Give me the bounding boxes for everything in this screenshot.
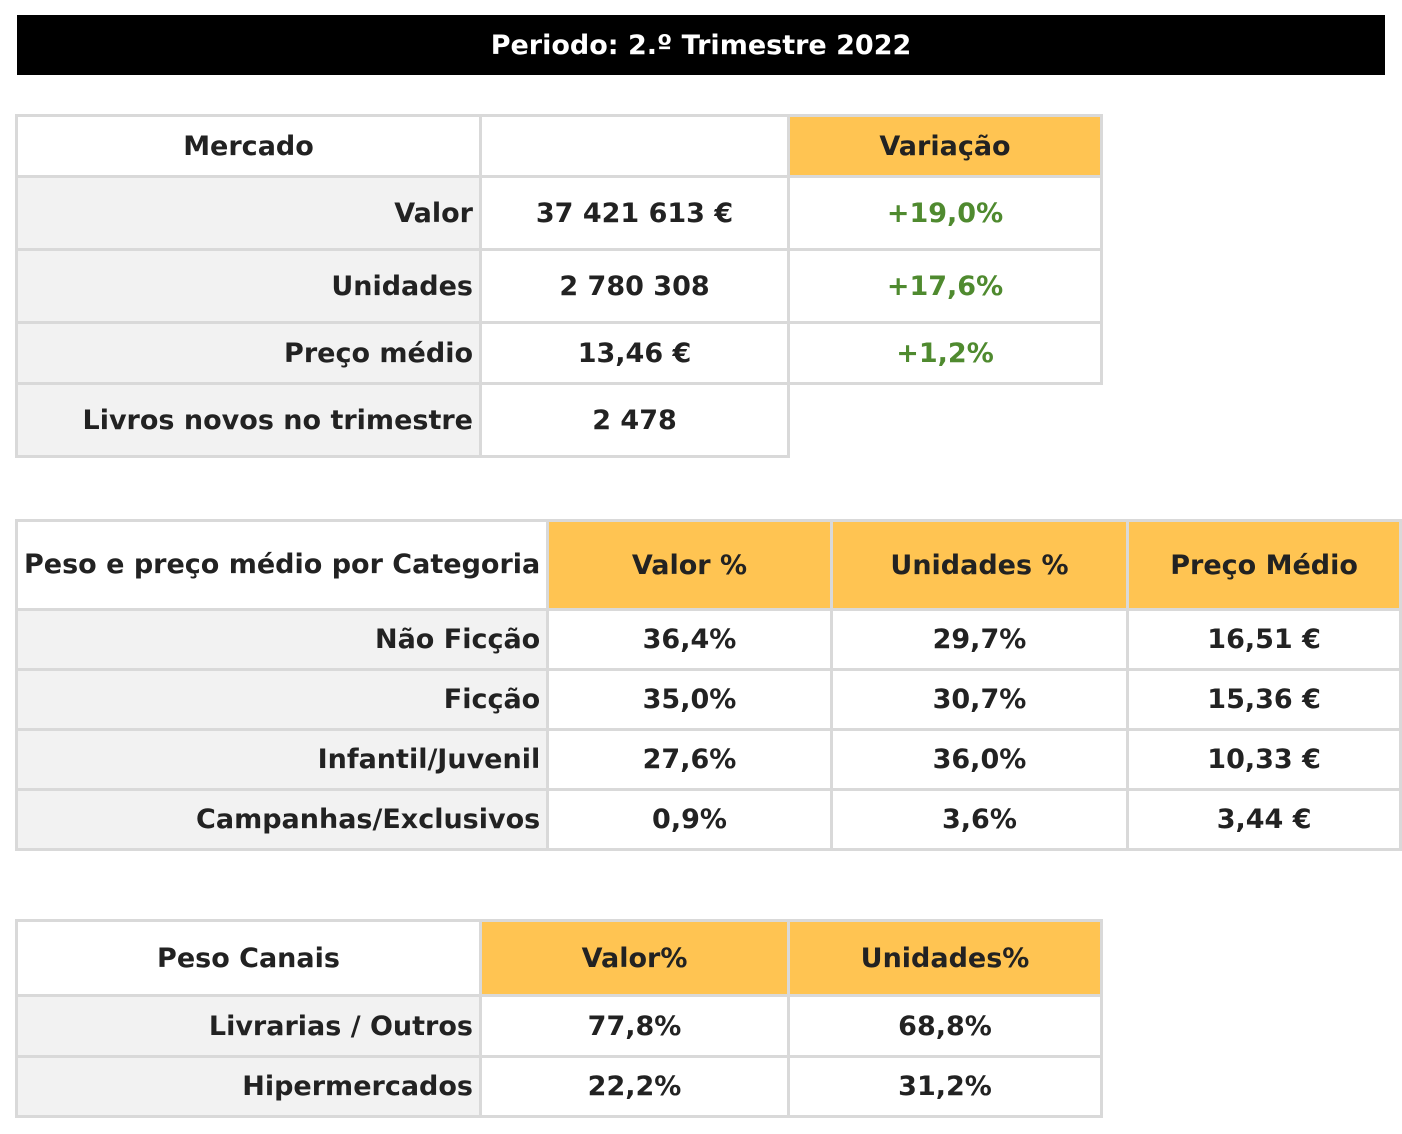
category-header-row: Peso e preço médio por Categoria Valor %… [14, 519, 1402, 611]
row-value-pct: 35,0% [546, 668, 833, 731]
market-header-row: Mercado Variação [15, 114, 1103, 178]
table-row: Não Ficção 36,4% 29,7% 16,51 € [14, 608, 1402, 671]
category-header-avg-price: Preço Médio [1126, 519, 1402, 611]
table-row: Hipermercados 22,2% 31,2% [15, 1055, 1103, 1118]
table-row: Livrarias / Outros 77,8% 68,8% [15, 994, 1103, 1058]
row-variation: +1,2% [787, 321, 1103, 385]
market-header-label: Mercado [15, 114, 482, 178]
period-title: Periodo: 2.º Trimestre 2022 [490, 29, 912, 61]
row-label: Livros novos no trimestre [15, 382, 482, 458]
market-header-variation: Variação [787, 114, 1103, 178]
table-row: Unidades 2 780 308 +17,6% [15, 248, 1103, 324]
row-value: 2 478 [479, 382, 790, 458]
row-label: Livrarias / Outros [15, 994, 482, 1058]
channels-header-row: Peso Canais Valor% Unidades% [15, 919, 1103, 997]
row-avg-price: 3,44 € [1126, 788, 1402, 851]
row-label: Infantil/Juvenil [14, 728, 550, 791]
table-row: Valor 37 421 613 € +19,0% [15, 175, 1103, 251]
row-units-pct: 36,0% [829, 728, 1130, 791]
row-value-pct: 22,2% [479, 1055, 790, 1118]
row-units-pct: 68,8% [787, 994, 1103, 1058]
row-value: 13,46 € [479, 321, 790, 385]
row-label: Hipermercados [15, 1055, 482, 1118]
row-variation: +19,0% [787, 175, 1103, 251]
row-label: Campanhas/Exclusivos [14, 788, 550, 851]
row-units-pct: 31,2% [787, 1055, 1103, 1118]
channels-table: Peso Canais Valor% Unidades% Livrarias /… [15, 919, 1103, 1118]
row-value: 2 780 308 [479, 248, 790, 324]
table-row: Livros novos no trimestre 2 478 [15, 382, 1102, 458]
market-table: Mercado Variação Valor 37 421 613 € +19,… [15, 114, 1103, 458]
row-value-pct: 27,6% [546, 728, 833, 791]
table-row: Campanhas/Exclusivos 0,9% 3,6% 3,44 € [14, 788, 1402, 851]
row-avg-price: 16,51 € [1126, 608, 1402, 671]
row-label: Unidades [15, 248, 482, 324]
category-header-label: Peso e preço médio por Categoria [14, 519, 550, 611]
row-label: Não Ficção [14, 608, 550, 671]
table-row: Preço médio 13,46 € +1,2% [15, 321, 1103, 385]
row-empty [789, 384, 1102, 457]
category-header-value-pct: Valor % [546, 519, 833, 611]
row-value-pct: 0,9% [546, 788, 833, 851]
table-row: Ficção 35,0% 30,7% 15,36 € [14, 668, 1402, 731]
row-variation: +17,6% [787, 248, 1103, 324]
table-row: Infantil/Juvenil 27,6% 36,0% 10,33 € [14, 728, 1402, 791]
period-banner: Periodo: 2.º Trimestre 2022 [17, 15, 1385, 75]
row-units-pct: 30,7% [829, 668, 1130, 731]
category-table: Peso e preço médio por Categoria Valor %… [14, 519, 1402, 851]
row-label: Valor [15, 175, 482, 251]
row-value-pct: 36,4% [546, 608, 833, 671]
row-units-pct: 29,7% [829, 608, 1130, 671]
channels-header-label: Peso Canais [15, 919, 482, 997]
row-value-pct: 77,8% [479, 994, 790, 1058]
row-label: Preço médio [15, 321, 482, 385]
market-header-blank [479, 114, 790, 178]
row-avg-price: 15,36 € [1126, 668, 1402, 731]
row-units-pct: 3,6% [829, 788, 1130, 851]
row-avg-price: 10,33 € [1126, 728, 1402, 791]
row-label: Ficção [14, 668, 550, 731]
row-value: 37 421 613 € [479, 175, 790, 251]
channels-header-value-pct: Valor% [479, 919, 790, 997]
channels-header-units-pct: Unidades% [787, 919, 1103, 997]
category-header-units-pct: Unidades % [829, 519, 1130, 611]
